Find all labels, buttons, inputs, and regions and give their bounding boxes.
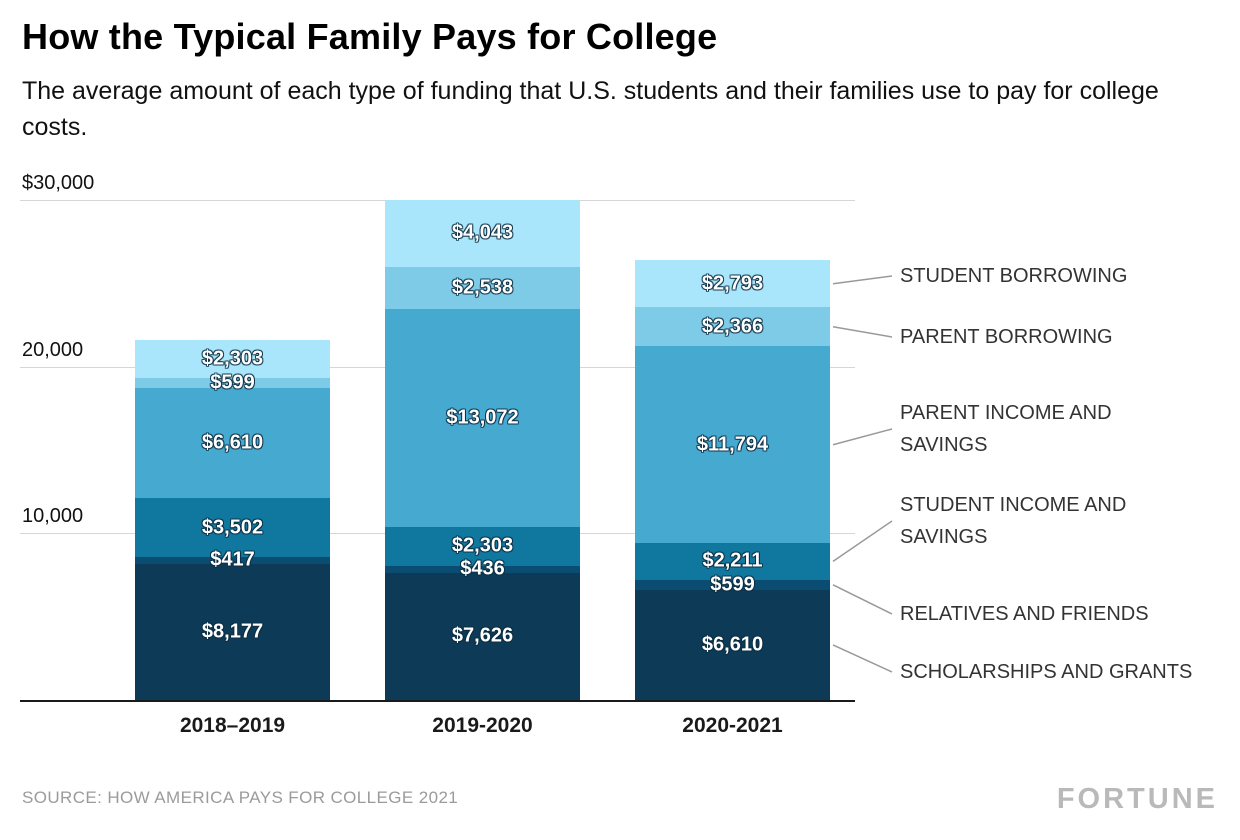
segment-value-label: $417 [210, 548, 255, 571]
legend-label-relatives-and-friends: RELATIVES AND FRIENDS [900, 603, 1149, 625]
bar-segment-scholarships-and-grants [385, 572, 580, 700]
y-axis-tick-label: $30,000 [22, 172, 95, 194]
x-axis-label: 2020-2021 [682, 714, 783, 737]
bar-segment-parent-borrowing [385, 267, 580, 310]
chart-subtitle: The average amount of each type of fundi… [22, 77, 1159, 141]
bar-segment-student-borrowing [635, 260, 830, 307]
bar-segment-relatives-and-friends [135, 556, 330, 564]
segment-value-label: $2,793 [701, 272, 764, 295]
segment-value-label: $2,366 [701, 315, 764, 338]
x-axis-label: 2018–2019 [179, 714, 286, 737]
x-axis-label: 2019-2020 [432, 714, 533, 737]
segment-value-label: $8,177 [201, 620, 264, 643]
segment-value-label: $7,626 [451, 624, 514, 647]
connector-line-relatives-and-friends [832, 584, 893, 615]
segment-value-label: $11,794 [696, 433, 769, 456]
bar-segment-relatives-and-friends [635, 579, 830, 590]
legend-label-scholarships-and-grants: SCHOLARSHIPS AND GRANTS [900, 661, 1193, 683]
bar-segment-parent-income-and-savings [135, 388, 330, 499]
segment-value-label: $436 [460, 557, 505, 580]
y-axis-tick-label: 10,000 [22, 505, 84, 528]
segment-value-label: $599 [210, 371, 255, 394]
bar-segment-parent-income-and-savings [385, 309, 580, 528]
bar-segment-student-borrowing [135, 339, 330, 379]
bar-segment-student-income-and-savings [135, 498, 330, 557]
legend-label-parent-borrowing: PARENT BORROWING [900, 326, 1113, 348]
connector-line-student-income-and-savings [832, 520, 893, 563]
bar-segment-parent-income-and-savings [635, 346, 830, 543]
segment-value-label: $2,303 [201, 347, 264, 370]
stacked-bar-chart: 10,000 20,000 $30,000 $8,177 $417 $3,502 $6,61… [20, 168, 1220, 783]
bar-segment-student-income-and-savings [635, 543, 830, 580]
segment-value-label: $6,610 [201, 431, 264, 454]
fortune-logo: FORTUNE [1056, 783, 1218, 815]
connector-line-parent-borrowing [832, 325, 893, 338]
legend-label-student-borrowing: STUDENT BORROWING [900, 265, 1128, 287]
bar-segment-relatives-and-friends [385, 565, 580, 573]
x-axis-line [20, 700, 855, 702]
y-axis-tick-label: 20,000 [22, 338, 84, 361]
bar-segment-student-income-and-savings [385, 527, 580, 566]
connector-line-parent-income-and-savings [832, 428, 893, 446]
bar-segment-scholarships-and-grants [135, 563, 330, 700]
segment-value-label: $4,043 [451, 221, 514, 244]
segment-value-label: $3,502 [201, 516, 264, 539]
bar-segment-parent-borrowing [635, 307, 830, 347]
segment-value-label: $6,610 [701, 633, 764, 656]
connector-line-student-borrowing [832, 275, 893, 285]
source-note: SOURCE: HOW AMERICA PAYS FOR COLLEGE 202… [22, 788, 459, 807]
segment-value-label: $2,538 [451, 276, 514, 299]
legend-label-student-income-and-savings: STUDENT INCOME AND SAVINGS [900, 494, 1127, 548]
bar-segment-parent-borrowing [135, 378, 330, 389]
segment-value-label: $13,072 [446, 406, 519, 429]
bar-segment-scholarships-and-grants [635, 589, 830, 700]
segment-value-label: $2,211 [702, 549, 763, 572]
segment-value-label: $599 [710, 573, 755, 596]
legend-label-parent-income-and-savings: PARENT INCOME AND SAVINGS [900, 402, 1112, 456]
segment-value-label: $2,303 [451, 534, 514, 557]
connector-line-scholarships-and-grants [832, 644, 893, 673]
chart-title: How the Typical Family Pays for College [22, 16, 718, 57]
legend-connector-lines [832, 275, 893, 673]
bar-segment-student-borrowing [385, 199, 580, 268]
